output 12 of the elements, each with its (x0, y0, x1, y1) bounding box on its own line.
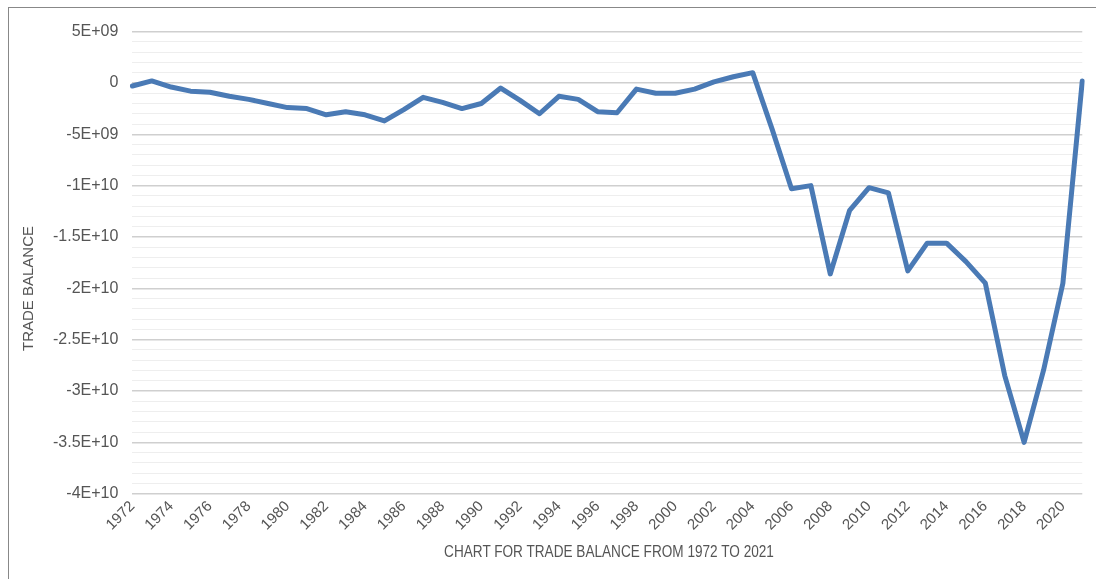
y-tick-label: -1.5E+10 (52, 227, 119, 245)
y-tick-label: 0 (109, 73, 119, 91)
y-tick-label: -1E+10 (66, 176, 119, 194)
y-tick-label: -3E+10 (66, 381, 119, 399)
y-tick-label: -3.5E+10 (52, 432, 119, 450)
y-tick-label: -5E+09 (66, 124, 119, 142)
y-tick-label: -2.5E+10 (52, 330, 119, 348)
y-axis-title: TRADE BALANCE (19, 225, 37, 351)
x-axis-title: CHART FOR TRADE BALANCE FROM 1972 TO 2021 (443, 543, 775, 561)
y-tick-label: -4E+10 (66, 484, 119, 502)
y-tick-label: 5E+09 (71, 22, 119, 40)
y-tick-label: -2E+10 (66, 278, 119, 296)
